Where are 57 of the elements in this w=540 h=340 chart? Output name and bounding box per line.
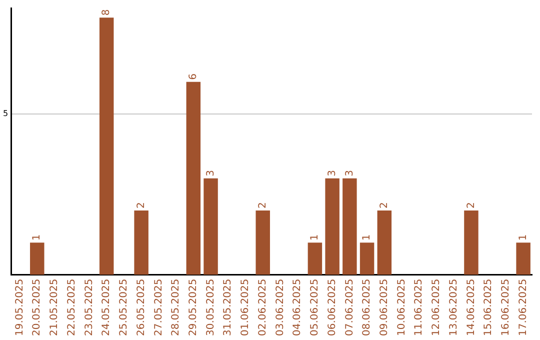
x-tick-label: 10.06.2025	[396, 278, 408, 336]
data-label: 1	[310, 234, 321, 241]
x-tick-label: 28.05.2025	[170, 278, 182, 336]
bar	[99, 18, 114, 275]
x-tick-label: 30.05.2025	[205, 278, 216, 336]
data-label: 2	[466, 202, 477, 208]
bar	[464, 210, 478, 275]
bar	[256, 210, 270, 275]
x-tick-label: 20.05.2025	[32, 278, 43, 336]
x-tick-label: 13.06.2025	[448, 278, 460, 336]
data-label: 3	[344, 170, 356, 176]
x-tick-label: 17.06.2025	[518, 278, 529, 336]
bar	[325, 178, 340, 275]
data-label: 1	[362, 234, 373, 241]
x-tick-label: 11.06.2025	[414, 278, 425, 336]
x-tick-label: 22.05.2025	[66, 278, 78, 336]
data-label: 1	[518, 234, 529, 241]
data-label: 2	[379, 202, 390, 208]
bar	[377, 210, 392, 275]
x-tick-label: 25.05.2025	[118, 278, 130, 336]
x-tick-label: 15.06.2025	[483, 278, 494, 336]
x-tick-label: 16.06.2025	[500, 278, 512, 336]
x-tick-label: 04.06.2025	[292, 278, 304, 336]
x-tick-label: 12.06.2025	[431, 278, 442, 336]
x-tick-label: 14.06.2025	[466, 278, 477, 336]
bar	[516, 242, 530, 275]
x-tick-label: 08.06.2025	[362, 278, 373, 336]
x-tick-label: 06.06.2025	[326, 278, 338, 336]
x-tick-label: 31.05.2025	[222, 278, 234, 336]
x-tick-label: 24.05.2025	[101, 278, 112, 336]
x-tick-label: 21.05.2025	[49, 278, 60, 336]
data-label: 8	[101, 9, 112, 16]
bar	[360, 242, 374, 275]
x-tick-label: 26.05.2025	[136, 278, 147, 336]
x-tick-label: 09.06.2025	[379, 278, 390, 336]
x-tick-label: 05.06.2025	[310, 278, 321, 336]
x-tick-label: 23.05.2025	[84, 278, 95, 336]
bar	[134, 210, 148, 275]
y-tick-label: 5	[2, 109, 8, 118]
data-label: 6	[188, 74, 199, 80]
bar	[204, 178, 218, 275]
bar	[308, 242, 322, 275]
bar	[186, 82, 201, 275]
data-label: 2	[257, 202, 268, 208]
bar	[30, 242, 44, 275]
x-tick-label: 02.06.2025	[257, 278, 268, 336]
x-tick-label: 19.05.2025	[14, 278, 26, 336]
data-label: 1	[32, 234, 43, 241]
data-label: 2	[136, 202, 147, 208]
x-tick-label: 03.06.2025	[274, 278, 286, 336]
data-label: 3	[326, 170, 338, 176]
bar	[342, 178, 357, 275]
x-tick-label: 27.05.2025	[153, 278, 164, 336]
x-tick-label: 07.06.2025	[344, 278, 356, 336]
data-label: 3	[205, 170, 216, 176]
x-tick-label: 29.05.2025	[188, 278, 199, 336]
x-tick-label: 01.06.2025	[240, 278, 252, 336]
